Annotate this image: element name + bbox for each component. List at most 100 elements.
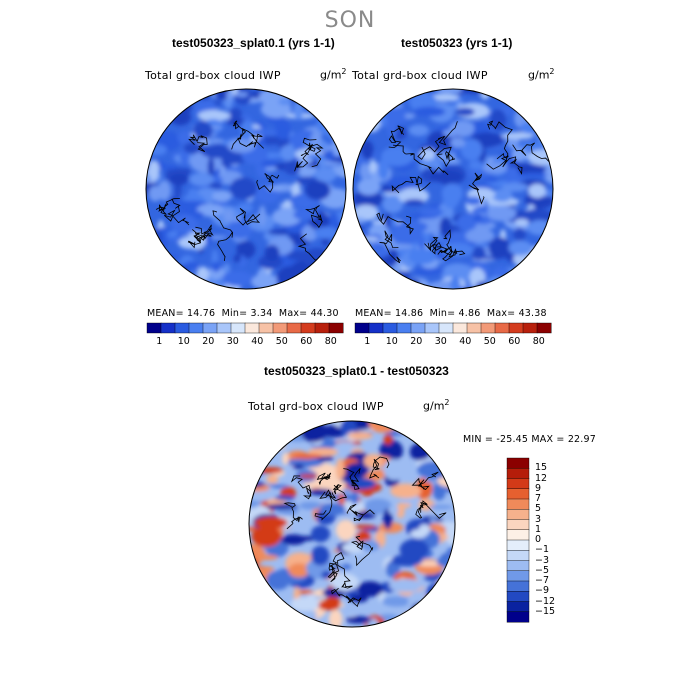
field-blotch bbox=[422, 600, 430, 612]
field-blotch bbox=[437, 447, 452, 458]
field-blotch bbox=[258, 205, 267, 227]
field-blotch bbox=[349, 524, 377, 530]
field-blotch bbox=[536, 127, 553, 144]
field-blotch bbox=[146, 274, 169, 289]
colorbar-swatch bbox=[506, 601, 530, 613]
field-blotch bbox=[255, 438, 267, 452]
map-field bbox=[249, 421, 455, 627]
field-blotch bbox=[532, 267, 553, 274]
colorbar-tick-label: 80 bbox=[532, 336, 545, 347]
field-blotch bbox=[177, 130, 192, 145]
colorbar-tick-label: −15 bbox=[535, 605, 556, 617]
panel2-max-value: 43.38 bbox=[518, 308, 547, 319]
colorbar-swatch bbox=[506, 611, 530, 623]
field-blotch bbox=[249, 554, 278, 561]
field-blotch bbox=[408, 124, 429, 137]
field-blotch bbox=[320, 276, 341, 281]
field-blotch bbox=[365, 284, 389, 289]
field-blotch bbox=[318, 89, 346, 106]
field-blotch bbox=[368, 421, 398, 433]
diff-map bbox=[248, 420, 456, 628]
field-blotch bbox=[436, 259, 446, 264]
field-blotch bbox=[146, 235, 159, 253]
field-blotch bbox=[235, 203, 254, 213]
field-blotch bbox=[165, 200, 194, 209]
field-blotch bbox=[173, 274, 183, 289]
field-blotch bbox=[318, 276, 336, 282]
field-blotch bbox=[353, 232, 365, 246]
field-blotch bbox=[251, 525, 282, 548]
field-blotch bbox=[386, 277, 415, 289]
field-blotch bbox=[249, 421, 274, 423]
field-blotch bbox=[196, 203, 225, 217]
field-blotch bbox=[375, 89, 393, 110]
field-blotch bbox=[146, 231, 156, 252]
coastline bbox=[283, 502, 303, 530]
field-blotch bbox=[434, 427, 455, 432]
field-blotch bbox=[266, 186, 284, 191]
field-blotch bbox=[369, 159, 377, 173]
coastline bbox=[486, 120, 513, 170]
field-blotch bbox=[369, 266, 398, 271]
field-blotch bbox=[382, 596, 412, 607]
colorbar-swatch bbox=[480, 322, 496, 334]
colorbar-swatch bbox=[506, 457, 530, 469]
colorbar-swatch bbox=[216, 322, 232, 334]
field-blotch bbox=[288, 563, 310, 578]
field-blotch bbox=[270, 421, 281, 432]
field-blotch bbox=[465, 228, 495, 244]
field-blotch bbox=[293, 282, 326, 289]
field-blotch bbox=[357, 178, 381, 196]
field-blotch bbox=[383, 508, 393, 530]
field-blotch bbox=[299, 501, 322, 510]
field-blotch bbox=[428, 504, 454, 510]
field-blotch bbox=[486, 205, 517, 222]
field-blotch bbox=[289, 614, 301, 627]
colorbar-swatch bbox=[160, 322, 176, 334]
field-blotch bbox=[147, 144, 167, 156]
field-blotch bbox=[266, 474, 279, 484]
field-blotch bbox=[335, 458, 345, 481]
field-blotch bbox=[176, 90, 204, 95]
field-blotch bbox=[292, 464, 305, 470]
field-blotch bbox=[542, 259, 553, 281]
field-blotch bbox=[426, 424, 451, 447]
coastline bbox=[417, 121, 458, 160]
field-blotch bbox=[322, 273, 344, 289]
field-blotch bbox=[296, 421, 304, 433]
panel1-map bbox=[145, 88, 347, 290]
field-blotch bbox=[468, 160, 483, 167]
field-blotch bbox=[332, 136, 343, 157]
field-blotch bbox=[212, 190, 232, 202]
field-blotch bbox=[436, 555, 455, 568]
field-blotch bbox=[276, 429, 286, 435]
colorbar-swatch bbox=[272, 322, 288, 334]
colorbar-swatch bbox=[244, 322, 260, 334]
field-blotch bbox=[330, 279, 338, 289]
field-blotch bbox=[193, 121, 213, 140]
colorbar-swatch bbox=[188, 322, 204, 334]
field-blotch bbox=[230, 177, 257, 200]
colorbar-swatch bbox=[506, 591, 530, 603]
field-blotch bbox=[205, 284, 227, 289]
field-blotch bbox=[482, 177, 499, 183]
field-blotch bbox=[300, 421, 328, 443]
colorbar-tick-label: 30 bbox=[434, 336, 447, 347]
coastline bbox=[388, 125, 405, 149]
colorbar-swatch bbox=[506, 529, 530, 541]
field-blotch bbox=[516, 96, 539, 106]
colorbar-tick-label: 7 bbox=[535, 493, 542, 504]
field-blotch bbox=[353, 217, 367, 224]
field-blotch bbox=[324, 93, 341, 112]
colorbar-swatch bbox=[506, 488, 530, 500]
field-blotch bbox=[162, 89, 175, 107]
colorbar-tick-label: 15 bbox=[535, 462, 548, 474]
colorbar-swatch bbox=[506, 519, 530, 531]
colorbar-swatch bbox=[314, 322, 330, 334]
colorbar-tick-label: 3 bbox=[535, 513, 542, 525]
colorbar-swatch bbox=[438, 322, 454, 334]
field-blotch bbox=[426, 582, 447, 604]
field-blotch bbox=[390, 483, 422, 499]
diff-title: test050323_splat0.1 - test050323 bbox=[264, 364, 449, 378]
map-outline bbox=[145, 88, 347, 290]
